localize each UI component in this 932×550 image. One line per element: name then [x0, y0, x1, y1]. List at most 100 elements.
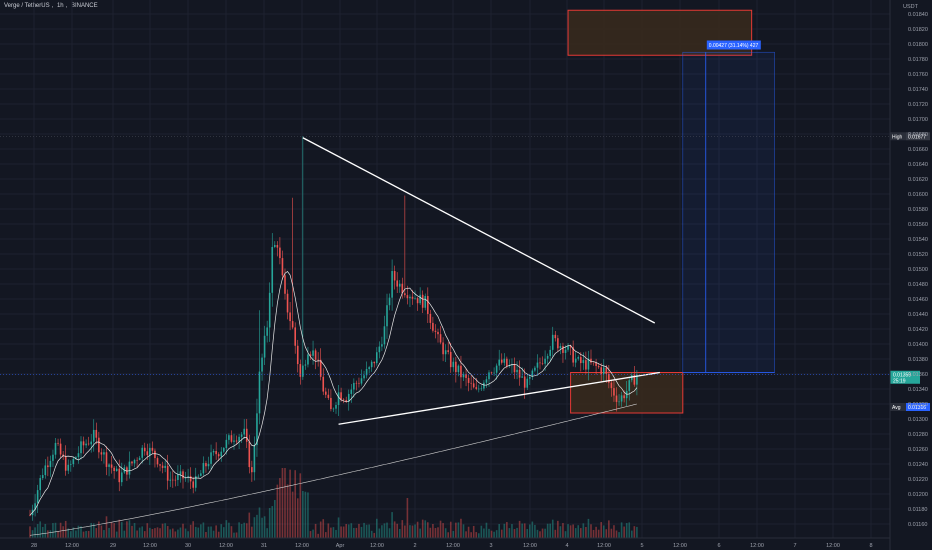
candle-body [220, 451, 223, 457]
candle-body [121, 472, 123, 483]
candle-body [36, 490, 39, 504]
candle-body [529, 376, 531, 379]
candle-body [572, 347, 574, 363]
candle-body [133, 459, 136, 464]
candle-body [373, 361, 376, 364]
candle-body [154, 450, 156, 459]
candle-body [322, 376, 325, 392]
volume-bar [347, 524, 350, 538]
time-tick-label: 7 [793, 543, 796, 549]
volume-bar [546, 523, 549, 538]
volume-bar [309, 531, 312, 538]
candle-body [217, 454, 220, 457]
candle-body [577, 357, 580, 359]
volume-bar [113, 523, 115, 538]
candle-body [146, 451, 149, 456]
price-tick-label: 0.01660 [908, 147, 928, 153]
volume-bar [615, 530, 618, 538]
time-tick-label: 6 [717, 543, 720, 549]
price-tick-label: 0.01720 [908, 102, 928, 108]
volume-bar [31, 530, 34, 538]
volume-bar [523, 523, 526, 538]
candle-body [100, 452, 103, 455]
candle-body [95, 429, 98, 438]
volume-bar [342, 526, 345, 538]
candle-body [536, 362, 539, 368]
volume-bar [126, 521, 128, 538]
volume-bar [161, 523, 164, 538]
candle-body [143, 447, 146, 452]
candle-body [248, 441, 251, 468]
volume-bar [391, 512, 393, 538]
volume-bar [105, 516, 108, 538]
volume-bar [457, 522, 460, 538]
volume-bar [149, 527, 151, 538]
candle-body [215, 450, 217, 455]
volume-bar [360, 526, 363, 538]
volume-bar [495, 530, 498, 538]
price-tick-label: 0.01260 [908, 447, 928, 453]
volume-bar [289, 469, 291, 538]
symbol-title[interactable]: Verge / TetherUS, 1h, BINANCE [4, 3, 98, 9]
candle-body [416, 298, 419, 304]
volume-bar [286, 484, 289, 538]
time-tick-label: 12:00 [750, 543, 764, 549]
candle-body [342, 399, 345, 401]
volume-bar [223, 527, 225, 538]
volume-bar [177, 529, 179, 538]
candle-body [274, 245, 276, 247]
volume-bar [146, 523, 149, 538]
volume-bar [567, 524, 569, 538]
volume-bar [197, 527, 200, 538]
volume-bar [465, 531, 467, 538]
candle-body [600, 367, 602, 375]
candle-body [449, 351, 452, 368]
volume-bar [110, 522, 113, 538]
volume-bar [592, 529, 595, 538]
time-tick-label: 12:00 [673, 543, 687, 549]
candle-body [72, 458, 75, 465]
volume-bar [449, 521, 452, 538]
volume-bar [156, 527, 159, 538]
candle-body [562, 346, 564, 353]
candle-body [263, 335, 266, 358]
price-tick-label: 0.01740 [908, 87, 928, 93]
candle-body [414, 298, 416, 299]
volume-bar [549, 523, 551, 538]
candle-body [166, 465, 169, 481]
volume-bar [215, 525, 217, 538]
volume-bar [462, 524, 465, 538]
volume-bar [319, 521, 322, 538]
volume-bars [29, 468, 638, 538]
volume-bar [442, 523, 444, 538]
volume-bar [72, 527, 75, 538]
candle-body [376, 352, 378, 364]
volume-bar [613, 525, 615, 538]
candle-body [59, 443, 62, 455]
volume-bar [228, 522, 230, 538]
volume-bar [121, 522, 123, 538]
candle-body [149, 447, 151, 456]
volume-bar [322, 519, 325, 538]
volume-bar [610, 528, 613, 538]
volume-bar [393, 521, 396, 538]
time-tick-label: 31 [261, 543, 267, 549]
volume-bar [569, 525, 572, 538]
time-tick-label: Apr [336, 543, 345, 549]
volume-bar [268, 508, 271, 538]
volume-bar [187, 531, 189, 538]
candle-body [580, 357, 582, 364]
volume-bar [485, 522, 488, 538]
candle-body [544, 358, 546, 364]
candle-body [365, 368, 368, 376]
volume-bar [332, 527, 335, 538]
candle-body [223, 447, 225, 452]
candle-body [179, 471, 182, 475]
candle-body [82, 441, 85, 446]
volume-bar [490, 530, 493, 538]
volume-bar [365, 524, 368, 538]
candle-body [480, 388, 483, 390]
volume-bar [251, 526, 253, 538]
price-tick-label: 0.01460 [908, 297, 928, 303]
